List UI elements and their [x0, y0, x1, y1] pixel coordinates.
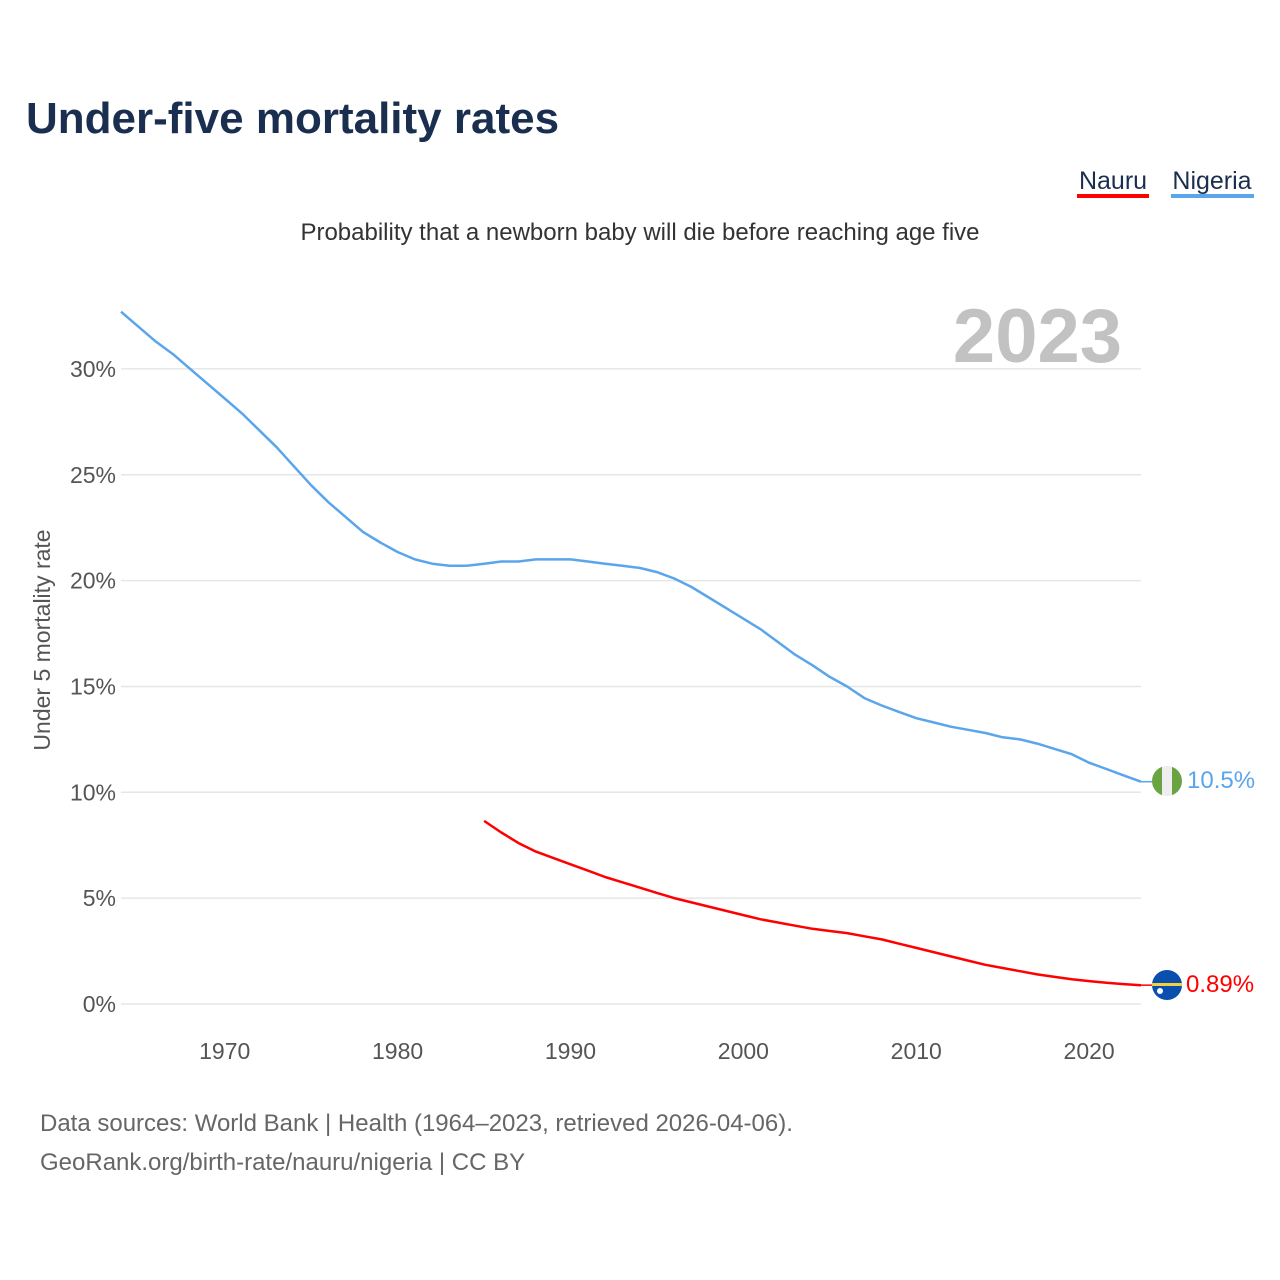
legend: Nauru Nigeria: [1077, 167, 1254, 198]
x-tick-label: 1970: [199, 1038, 250, 1064]
y-axis-ticks: 0% 5% 10% 15% 20% 25% 30%: [70, 356, 116, 1017]
series-lines: [120, 310, 1152, 987]
legend-label-nauru[interactable]: Nauru: [1079, 167, 1147, 195]
current-year-label: 2023: [953, 294, 1122, 379]
x-tick-label: 2020: [1064, 1038, 1115, 1064]
y-tick-label: 30%: [70, 356, 116, 382]
y-tick-label: 0%: [83, 991, 116, 1017]
nigeria-flag-icon: [1152, 766, 1182, 796]
x-tick-label: 1990: [545, 1038, 596, 1064]
x-tick-label: 1980: [372, 1038, 423, 1064]
x-tick-label: 2010: [891, 1038, 942, 1064]
x-tick-label: 2000: [718, 1038, 769, 1064]
y-tick-label: 25%: [70, 462, 116, 488]
chart-subtitle: Probability that a newborn baby will die…: [300, 219, 979, 246]
legend-item-nigeria[interactable]: Nigeria: [1171, 167, 1254, 198]
y-tick-label: 5%: [83, 885, 116, 911]
y-tick-label: 15%: [70, 673, 116, 699]
legend-swatch-nigeria: [1171, 194, 1254, 198]
nauru-end-label: 0.89%: [1186, 971, 1254, 998]
x-axis-ticks: 1970 1980 1990 2000 2010 2020: [199, 1038, 1115, 1064]
footer-sources: Data sources: World Bank | Health (1964–…: [40, 1110, 793, 1137]
legend-label-nigeria[interactable]: Nigeria: [1172, 167, 1251, 195]
chart-title: Under-five mortality rates: [26, 94, 559, 143]
series-line-nigeria: [120, 310, 1142, 783]
series-line-nauru: [483, 819, 1142, 987]
footer-link[interactable]: GeoRank.org/birth-rate/nauru/nigeria | C…: [40, 1149, 525, 1176]
legend-item-nauru[interactable]: Nauru: [1077, 167, 1149, 198]
gridlines: [121, 368, 1141, 1005]
y-tick-label: 20%: [70, 568, 116, 594]
nauru-flag-icon: [1152, 970, 1182, 1000]
y-axis-label: Under 5 mortality rate: [29, 529, 55, 750]
y-tick-label: 10%: [70, 779, 116, 805]
legend-swatch-nauru: [1077, 194, 1149, 198]
nigeria-end-label: 10.5%: [1187, 767, 1255, 794]
